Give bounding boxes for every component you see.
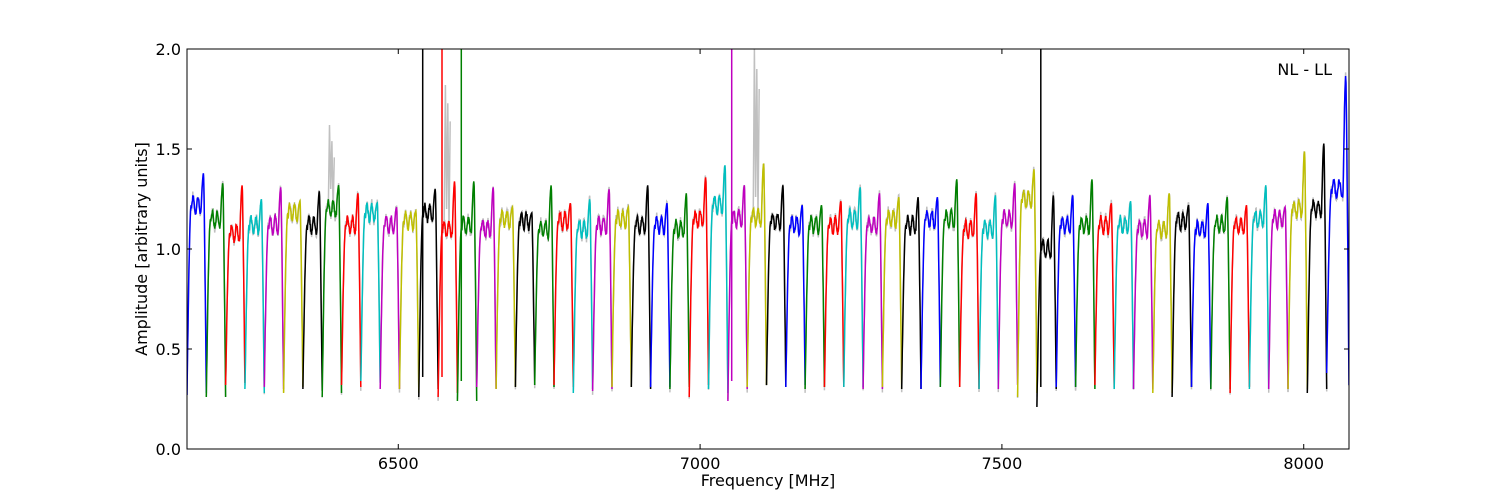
series-line-26 xyxy=(688,177,710,398)
raw-spike-29 xyxy=(752,49,760,218)
series-layer xyxy=(187,49,1349,408)
series-line-41 xyxy=(978,195,1000,390)
raw-spike-13 xyxy=(443,84,451,230)
series-line-39 xyxy=(939,179,961,388)
series-line-48 xyxy=(1113,201,1135,390)
series-line-8 xyxy=(340,193,362,388)
x-tick-label-2: 7500 xyxy=(982,454,1023,473)
series-line-17 xyxy=(514,211,536,388)
y-axis-ticks: 0.0 0.5 1.0 1.5 2.0 xyxy=(156,40,1349,459)
raw-spike-7 xyxy=(327,124,336,210)
series-line-7 xyxy=(321,185,343,398)
y-tick-label-2: 1.0 xyxy=(156,240,181,259)
series-line-23 xyxy=(630,185,652,390)
y-axis-label: Amplitude [arbitrary units] xyxy=(132,142,151,356)
x-axis-ticks: 6500 7000 7500 8000 xyxy=(378,49,1324,473)
series-line-29 xyxy=(746,163,768,388)
series-line-46 xyxy=(1074,179,1096,390)
series-line-2 xyxy=(224,185,246,386)
series-line-10 xyxy=(379,206,401,390)
series-line-53 xyxy=(1210,197,1231,390)
series-line-19 xyxy=(553,202,575,388)
series-line-45 xyxy=(1055,195,1077,388)
y-tick-label-4: 2.0 xyxy=(156,40,181,59)
series-line-11 xyxy=(398,208,420,394)
x-tick-label-1: 7000 xyxy=(680,454,721,473)
series-line-35 xyxy=(862,193,884,390)
series-line-3 xyxy=(244,198,266,394)
series-line-58 xyxy=(1306,143,1328,394)
x-tick-label-0: 6500 xyxy=(378,454,419,473)
series-line-21 xyxy=(591,189,613,392)
series-line-49 xyxy=(1132,195,1154,390)
series-line-50 xyxy=(1152,193,1173,394)
series-line-0 xyxy=(187,173,208,396)
series-line-36 xyxy=(881,197,903,390)
series-line-38 xyxy=(920,197,942,390)
series-line-47 xyxy=(1094,203,1115,388)
series-line-31 xyxy=(785,204,806,388)
series-line-15 xyxy=(475,187,497,390)
series-line-18 xyxy=(533,185,555,388)
series-line-42 xyxy=(997,183,1019,390)
series-line-30 xyxy=(765,185,787,388)
panel-annotation: NL - LL xyxy=(1277,60,1332,79)
series-line-59 xyxy=(1325,75,1349,386)
series-line-22 xyxy=(611,204,633,388)
series-line-37 xyxy=(900,197,922,390)
series-line-57 xyxy=(1287,151,1309,390)
series-line-6 xyxy=(302,191,323,392)
series-line-40 xyxy=(958,193,980,390)
series-line-24 xyxy=(649,203,671,388)
series-line-16 xyxy=(495,204,517,390)
y-tick-label-1: 0.5 xyxy=(156,340,181,359)
y-tick-label-0: 0.0 xyxy=(156,440,181,459)
series-line-43 xyxy=(1016,169,1038,398)
series-line-51 xyxy=(1171,204,1193,398)
x-axis-label: Frequency [MHz] xyxy=(701,471,835,490)
x-tick-label-3: 8000 xyxy=(1283,454,1324,473)
series-line-55 xyxy=(1248,185,1270,390)
series-line-4 xyxy=(263,187,285,390)
series-line-32 xyxy=(804,204,826,390)
series-line-5 xyxy=(282,198,304,394)
series-line-56 xyxy=(1267,204,1289,390)
series-line-34 xyxy=(843,187,864,388)
series-line-1 xyxy=(205,183,227,398)
y-tick-label-3: 1.5 xyxy=(156,140,181,159)
series-line-54 xyxy=(1229,204,1251,394)
series-line-25 xyxy=(669,193,690,390)
series-line-20 xyxy=(572,199,594,394)
series-line-27 xyxy=(707,165,729,394)
series-line-52 xyxy=(1190,202,1212,390)
series-line-9 xyxy=(360,201,381,384)
series-line-33 xyxy=(823,200,845,388)
